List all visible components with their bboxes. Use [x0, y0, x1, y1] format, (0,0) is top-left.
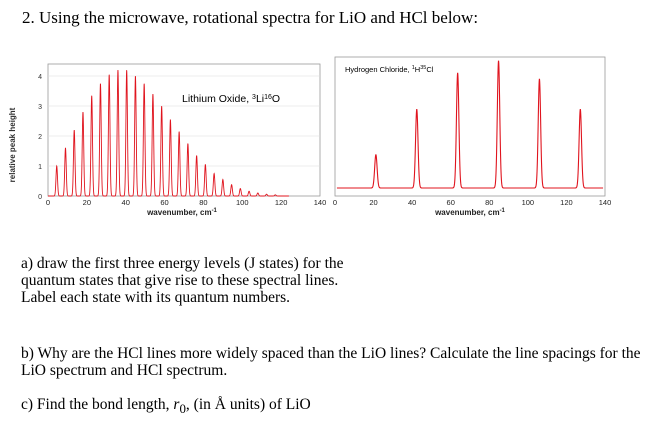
lio-x-tick-label: 100	[236, 198, 249, 207]
hcl-x-tick-label: 120	[560, 198, 573, 207]
hcl-x-axis-label: wavenumber, cm-1	[434, 208, 505, 217]
lio-plot-frame	[47, 63, 321, 197]
hcl-x-tick-label: 40	[408, 198, 416, 207]
lio-x-tick-label: 60	[160, 198, 168, 207]
question-c-text: c) Find the bond length,	[21, 396, 174, 413]
lio-y-tick-label: 1	[38, 164, 42, 171]
lio-y-tick-label: 2	[38, 134, 42, 141]
hcl-chart: 0 20 40 60 80 100 120 140 Hydrogen Chloride, 1H…	[333, 56, 612, 217]
question-heading: 2. Using the microwave, rotational spect…	[22, 8, 479, 27]
lio-x-axis-label: wavenumber, cm-1	[146, 208, 217, 217]
lio-x-tick-label: 140	[314, 198, 327, 207]
question-c: c) Find the bond length, r0, (in Å units…	[21, 396, 651, 417]
bond-length-symbol: r	[173, 396, 180, 413]
spectra-figure: relative peak height 0 1 2 3 4 0 20 40 60 80 100 1…	[8, 56, 612, 217]
question-c-units: , (in Å units) of LiO	[185, 396, 311, 413]
lio-spectrum-line	[48, 69, 289, 197]
lio-y-tick-label: 0	[38, 194, 42, 201]
hcl-x-tick-label: 20	[369, 198, 377, 207]
hcl-title: Hydrogen Chloride, 1H35Cl	[345, 65, 434, 74]
hcl-plot-frame	[334, 56, 606, 197]
lio-y-tick-label: 4	[38, 74, 42, 81]
lio-y-tick-label: 3	[38, 104, 42, 111]
hcl-x-tick-label: 60	[447, 198, 455, 207]
y-axis-label: relative peak height	[8, 107, 17, 182]
lio-x-tick-label: 0	[46, 198, 50, 207]
question-a: a) draw the first three energy levels (J…	[21, 255, 344, 306]
hcl-x-tick-label: 0	[333, 198, 337, 207]
bond-length-subscript: 0	[179, 401, 186, 417]
lio-x-tick-label: 40	[122, 198, 130, 207]
hcl-spectrum-line	[336, 60, 604, 189]
lio-title: Lithium Oxide, 3Li16O	[182, 93, 280, 105]
lio-x-tick-label: 20	[83, 198, 91, 207]
question-b: b) Why are the HCl lines more widely spa…	[21, 345, 641, 379]
hcl-x-tick-label: 80	[485, 198, 493, 207]
hcl-x-tick-label: 140	[599, 198, 612, 207]
lio-chart: 0 1 2 3 4 0 20 40 60 80 100 120 140 Lithium Oxide, …	[38, 63, 327, 217]
hcl-x-tick-label: 100	[522, 198, 535, 207]
lio-x-tick-label: 120	[275, 198, 288, 207]
lio-x-tick-label: 80	[199, 198, 207, 207]
